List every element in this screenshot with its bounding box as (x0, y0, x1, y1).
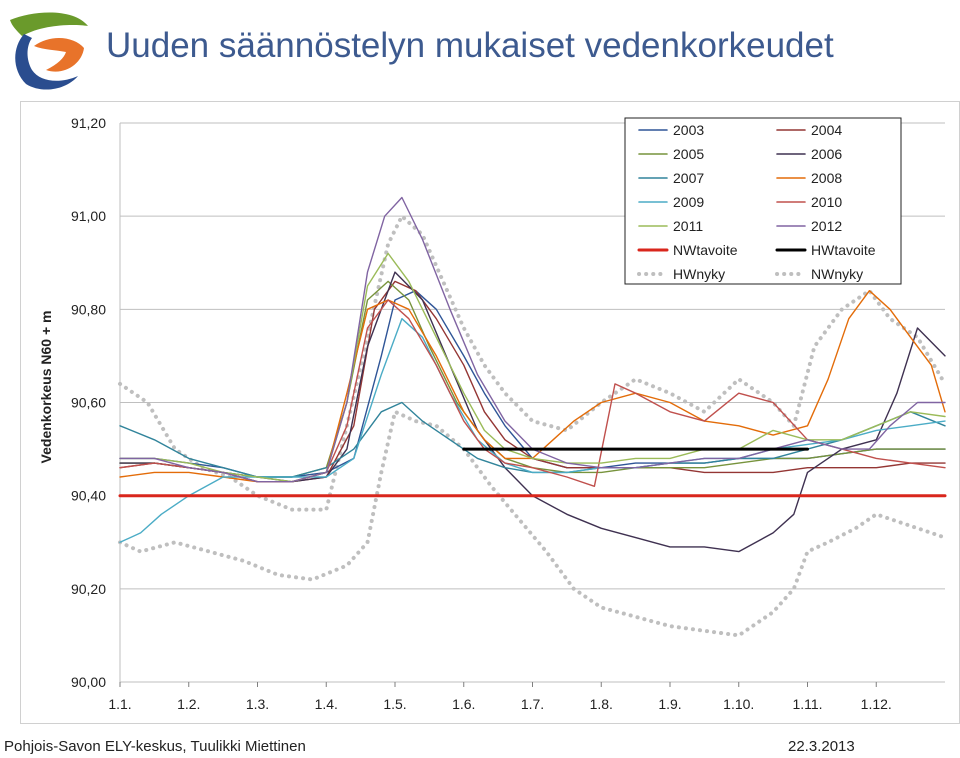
x-tick-label: 1.8. (590, 696, 613, 712)
logo-leaf-blue (15, 34, 79, 90)
x-tick-label: 1.5. (383, 696, 406, 712)
chart-panel: 90,00 90,20 90,40 90,60 90,80 91,00 91,20 1.1.… (20, 101, 960, 724)
legend-label-nwtavoite: NWtavoite (673, 242, 738, 258)
legend-box (624, 117, 902, 285)
legend-label-nwnyky: NWnyky (811, 266, 863, 282)
x-tick-label: 1.4. (315, 696, 338, 712)
series-line-2006 (119, 271, 946, 553)
x-tick-label: 1.6. (452, 696, 475, 712)
legend-label-2011: 2011 (673, 218, 703, 234)
legend-label-2009: 2009 (673, 194, 704, 210)
x-tick-label: 1.7. (521, 696, 544, 712)
x-tick-label: 1.2. (177, 696, 200, 712)
y-tick-label: 90,80 (71, 301, 106, 317)
y-tick-labels: 90,00 90,20 90,40 90,60 90,80 91,00 91,20 (71, 115, 106, 690)
legend-label-hwtavoite: HWtavoite (811, 242, 876, 258)
x-tick-label: 1.3. (246, 696, 269, 712)
legend-label-2007: 2007 (673, 170, 704, 186)
series-line-2004 (119, 280, 946, 483)
legend-label-hwnyky: HWnyky (673, 266, 725, 282)
legend-label-2008: 2008 (811, 170, 842, 186)
page-title: Uuden säännöstelyn mukaiset vedenkorkeud… (106, 26, 834, 65)
plot-lines (118, 196, 947, 638)
x-tick-label: 1.11. (792, 696, 822, 712)
footer-date: 22.3.2013 (788, 738, 855, 755)
logo-leaf-orange (34, 37, 84, 72)
legend-label-2004: 2004 (811, 122, 842, 138)
y-tick-label: 90,20 (71, 581, 106, 597)
ely-logo-icon (10, 12, 88, 90)
y-tick-label: 90,60 (71, 395, 106, 411)
legend-label-2012: 2012 (811, 218, 842, 234)
series-line-2011 (119, 252, 946, 483)
series-line-2009 (119, 317, 946, 543)
series-line-nwnyky (118, 409, 947, 638)
x-tick-label: 1.10. (723, 696, 754, 712)
series-line-2012 (119, 196, 946, 483)
logo-leaf-green (10, 12, 88, 36)
y-tick-label: 90,40 (71, 488, 106, 504)
legend-label-2005: 2005 (673, 146, 704, 162)
y-tick-label: 91,20 (71, 115, 106, 131)
legend: 2003 2004 2005 2006 2007 2008 2009 2010 2011 2012… (624, 117, 902, 285)
y-tick-label: 91,00 (71, 208, 106, 224)
x-tick-label: 1.9. (658, 696, 681, 712)
series-line-2008 (119, 289, 946, 483)
legend-label-2010: 2010 (811, 194, 842, 210)
x-tick-label: 1.12. (861, 696, 892, 712)
y-tick-label: 90,00 (71, 674, 106, 690)
y-axis-label: Vedenkorkeus N60 + m (38, 311, 54, 464)
x-tick-labels: 1.1. 1.2. 1.3. 1.4. 1.5. 1.6. 1.7. 1.8. 1.9. 1.10… (108, 682, 892, 712)
footer-credit: Pohjois-Savon ELY-keskus, Tuulikki Miett… (4, 738, 306, 755)
legend-label-2003: 2003 (673, 122, 704, 138)
chart: 90,00 90,20 90,40 90,60 90,80 91,00 91,20 1.1.… (38, 115, 947, 712)
x-tick-label: 1.1. (108, 696, 131, 712)
legend-label-2006: 2006 (811, 146, 842, 162)
